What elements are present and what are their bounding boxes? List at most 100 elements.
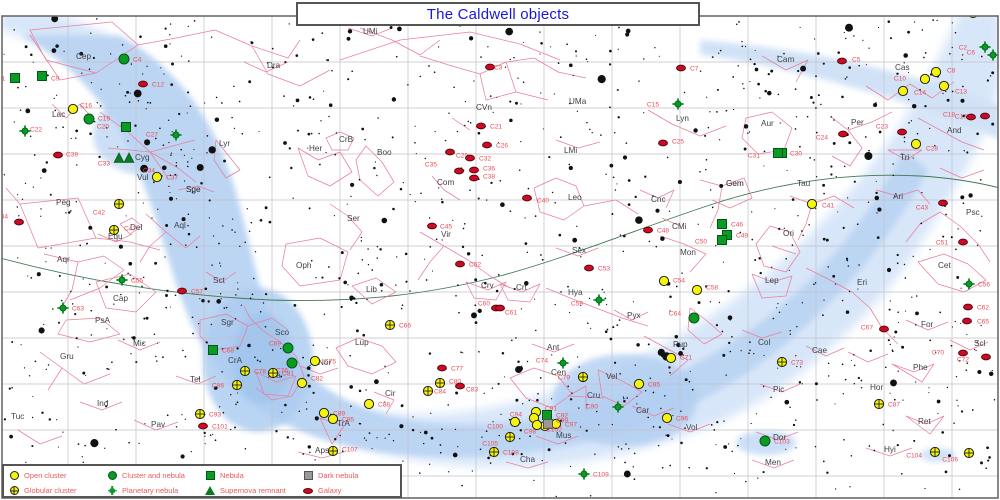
caldwell-object-c42[interactable]: C42 xyxy=(93,198,125,216)
caldwell-object-c37[interactable]: C37 xyxy=(151,171,178,183)
caldwell-object-c81[interactable]: C81 xyxy=(267,367,294,379)
caldwell-object-c33[interactable]: C33 xyxy=(98,152,125,167)
caldwell-object-c5[interactable]: C5 xyxy=(837,56,861,65)
caldwell-object-c24[interactable]: C24 xyxy=(816,130,848,141)
caldwell-object-c31[interactable]: C31 xyxy=(748,148,783,160)
caldwell-object-c9[interactable]: C9 xyxy=(37,71,60,83)
caldwell-object-c10[interactable]: C10 xyxy=(894,73,931,85)
caldwell-object-c72[interactable]: C72 xyxy=(957,353,991,363)
caldwell-object-c45[interactable]: C45 xyxy=(427,222,453,230)
caldwell-object-c93[interactable]: C93 xyxy=(194,408,221,420)
caldwell-object-c20[interactable]: C20 xyxy=(97,122,131,132)
caldwell-object-c69[interactable]: C69 xyxy=(269,340,294,354)
caldwell-object-c73[interactable]: C73 xyxy=(776,356,803,368)
caldwell-object-c29[interactable]: C29 xyxy=(445,148,469,159)
caldwell-object-c36[interactable]: C36 xyxy=(469,165,496,174)
caldwell-object-c66[interactable]: C66 xyxy=(384,319,411,331)
caldwell-object-c83[interactable]: C83 xyxy=(455,382,479,393)
caldwell-object-c27[interactable]: C27 xyxy=(146,129,182,141)
caldwell-object-c22[interactable]: C22 xyxy=(19,125,42,137)
caldwell-object-c16[interactable]: C16 xyxy=(67,102,92,115)
caldwell-object-c28[interactable]: C28 xyxy=(910,138,938,152)
caldwell-object-c35[interactable]: C35 xyxy=(425,161,464,175)
caldwell-object-c78[interactable]: C78 xyxy=(239,365,266,377)
caldwell-object-c95[interactable]: C95 xyxy=(327,413,354,425)
caldwell-object-c55[interactable]: C55 xyxy=(116,274,143,286)
caldwell-object-c70[interactable]: C70 xyxy=(932,349,968,356)
caldwell-object-c6[interactable]: C6 xyxy=(967,49,999,61)
caldwell-object-c102[interactable]: C102 xyxy=(531,419,562,433)
caldwell-object-c90[interactable]: C90 xyxy=(586,401,624,413)
caldwell-object-c74[interactable]: C74 xyxy=(536,357,569,369)
caldwell-object-c39[interactable]: C39 xyxy=(53,151,79,158)
caldwell-object-c101[interactable]: C101 xyxy=(198,422,229,430)
caldwell-object-c2[interactable]: C2 xyxy=(959,41,991,53)
caldwell-object-c99[interactable]: C99 xyxy=(543,417,569,429)
caldwell-object-c65[interactable]: C65 xyxy=(962,317,990,325)
caldwell-object-c76[interactable]: C76 xyxy=(276,357,298,374)
caldwell-object-c34[interactable]: C34 xyxy=(123,152,155,174)
caldwell-object-c107[interactable]: C107 xyxy=(327,445,358,457)
caldwell-object-c82[interactable]: C82 xyxy=(296,375,323,389)
caldwell-object-c15[interactable]: C15 xyxy=(647,98,684,110)
caldwell-object-c47[interactable]: C47 xyxy=(108,224,136,236)
caldwell-object-c12[interactable]: C12 xyxy=(138,80,165,88)
caldwell-object-c46[interactable]: C46 xyxy=(717,219,744,229)
caldwell-object-c84[interactable]: C84 xyxy=(422,385,446,397)
caldwell-object-c14[interactable]: C14 xyxy=(897,85,926,96)
caldwell-object-c57[interactable]: C57 xyxy=(177,287,204,295)
caldwell-object-c105[interactable]: C105 xyxy=(482,431,516,447)
caldwell-object-c75[interactable]: C75 xyxy=(309,355,336,367)
caldwell-object-c88[interactable]: C88 xyxy=(363,398,390,410)
caldwell-object-c13[interactable]: C13 xyxy=(938,80,967,95)
caldwell-object-c59[interactable]: C59 xyxy=(571,294,605,307)
caldwell-object-c80[interactable]: C80 xyxy=(434,377,461,389)
caldwell-object-c106[interactable]: C106 xyxy=(942,447,975,463)
caldwell-object-c4[interactable]: C4 xyxy=(118,53,142,65)
caldwell-object-c51[interactable]: C51 xyxy=(936,238,968,246)
caldwell-object-c87[interactable]: C87 xyxy=(873,398,900,410)
caldwell-object-c25[interactable]: C25 xyxy=(658,138,685,147)
caldwell-object-c108[interactable]: C108 xyxy=(488,446,519,458)
caldwell-object-c41[interactable]: C41 xyxy=(806,198,834,209)
caldwell-object-c11[interactable]: C11 xyxy=(0,73,20,83)
caldwell-object-c68[interactable]: C68 xyxy=(208,345,235,355)
caldwell-object-c56[interactable]: C56 xyxy=(963,278,990,290)
caldwell-object-c26[interactable]: C26 xyxy=(482,141,509,149)
caldwell-object-c103[interactable]: C103 xyxy=(759,435,790,447)
caldwell-object-c71[interactable]: C71 xyxy=(665,352,692,364)
caldwell-object-c104[interactable]: C104 xyxy=(906,446,941,459)
caldwell-object-c85[interactable]: C85 xyxy=(633,378,660,390)
caldwell-object-c86[interactable]: C86 xyxy=(212,379,243,391)
caldwell-object-c96[interactable]: C96 xyxy=(661,412,688,424)
caldwell-object-c21[interactable]: C21 xyxy=(476,122,503,130)
caldwell-object-c3[interactable]: C3 xyxy=(485,63,503,71)
caldwell-object-c8[interactable]: C8 xyxy=(930,66,956,78)
caldwell-object-c54[interactable]: C54 xyxy=(658,275,685,287)
caldwell-object-c7[interactable]: C7 xyxy=(676,64,699,72)
caldwell-object-c23[interactable]: C23 xyxy=(876,123,907,136)
caldwell-object-c63[interactable]: C63 xyxy=(57,302,84,314)
caldwell-object-c52[interactable]: C52 xyxy=(455,260,482,268)
caldwell-object-c62[interactable]: C62 xyxy=(963,303,990,311)
caldwell-object-c32[interactable]: C32 xyxy=(465,154,492,162)
caldwell-object-c18[interactable]: C18 xyxy=(943,111,976,121)
caldwell-object-c38[interactable]: C38 xyxy=(469,173,496,182)
caldwell-object-c100[interactable]: C100 xyxy=(487,416,521,430)
caldwell-object-c48[interactable]: C48 xyxy=(643,226,670,234)
caldwell-object-c43[interactable]: C43 xyxy=(916,199,948,211)
caldwell-object-c53[interactable]: C53 xyxy=(584,264,611,272)
caldwell-object-c64[interactable]: C64 xyxy=(669,310,700,324)
caldwell-object-c19[interactable]: C19 xyxy=(83,113,110,125)
caldwell-object-c79[interactable]: C79 xyxy=(558,371,589,383)
caldwell-object-c58[interactable]: C58 xyxy=(691,284,718,296)
caldwell-object-c67[interactable]: C67 xyxy=(861,324,889,333)
caldwell-object-c109[interactable]: C109 xyxy=(578,468,609,480)
caldwell-object-c17[interactable]: C17 xyxy=(955,112,990,120)
caldwell-object-c61[interactable]: C61 xyxy=(495,304,518,316)
caldwell-object-c77[interactable]: C77 xyxy=(437,364,464,372)
caldwell-object-c44[interactable]: C44 xyxy=(0,213,24,226)
caldwell-object-c50[interactable]: C50 xyxy=(695,235,727,246)
caldwell-object-c40[interactable]: C40 xyxy=(522,194,550,204)
caldwell-object-c89[interactable]: C89 xyxy=(318,407,345,419)
